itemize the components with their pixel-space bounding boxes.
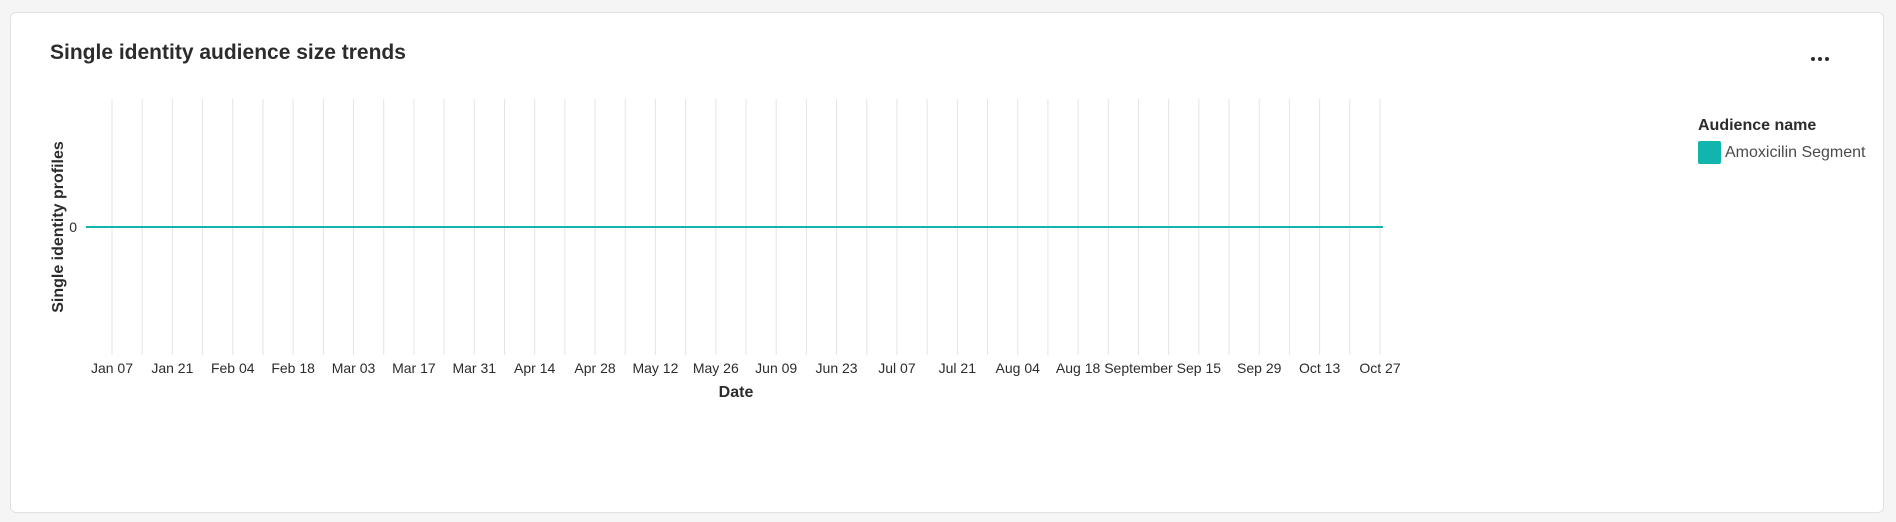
legend-item[interactable]: Amoxicilin Segment bbox=[1698, 141, 1866, 164]
more-horizontal-icon-dot bbox=[1825, 57, 1829, 61]
x-tick-label: Apr 28 bbox=[574, 360, 615, 376]
x-axis-title: Date bbox=[719, 384, 754, 401]
more-horizontal-icon bbox=[1811, 57, 1815, 61]
card-title: Single identity audience size trends bbox=[50, 41, 406, 64]
x-tick-label: Jun 09 bbox=[755, 360, 797, 376]
legend-title: Audience name bbox=[1698, 117, 1817, 134]
more-horizontal-icon-dot bbox=[1818, 57, 1822, 61]
y-axis-title: Single identity profiles bbox=[50, 141, 67, 313]
y-tick-label: 0 bbox=[69, 219, 77, 235]
line-chart: 0 Jan 07 Jan 21 Feb 04 Feb 18 Mar 03 Mar 17 Ma… bbox=[50, 99, 1401, 401]
x-tick-label: Feb 04 bbox=[211, 360, 255, 376]
x-tick-label: September bbox=[1104, 360, 1173, 376]
x-tick-label: May 26 bbox=[693, 360, 739, 376]
x-tick-label: Mar 03 bbox=[332, 360, 376, 376]
x-axis-ticks: Jan 07 Jan 21 Feb 04 Feb 18 Mar 03 Mar 17 Mar … bbox=[91, 360, 1401, 376]
x-tick-label: Apr 14 bbox=[514, 360, 555, 376]
x-tick-label: Jan 07 bbox=[91, 360, 133, 376]
legend: Audience name Amoxicilin Segment bbox=[1698, 117, 1866, 164]
x-tick-label: Mar 31 bbox=[452, 360, 496, 376]
x-tick-label: Jan 21 bbox=[151, 360, 193, 376]
x-tick-label: Oct 27 bbox=[1359, 360, 1400, 376]
x-tick-label: Jul 21 bbox=[939, 360, 977, 376]
more-options-button[interactable] bbox=[1805, 49, 1835, 69]
x-tick-label: Aug 18 bbox=[1056, 360, 1101, 376]
x-tick-label: Mar 17 bbox=[392, 360, 436, 376]
legend-label: Amoxicilin Segment bbox=[1725, 143, 1866, 161]
chart-card: Single identity audience size trends 0 J… bbox=[10, 12, 1884, 513]
x-tick-label: Aug 04 bbox=[996, 360, 1041, 376]
x-tick-label: Oct 13 bbox=[1299, 360, 1340, 376]
x-tick-label: Feb 18 bbox=[271, 360, 315, 376]
legend-swatch bbox=[1698, 141, 1721, 164]
x-tick-label: Sep 29 bbox=[1237, 360, 1282, 376]
y-axis-ticks: 0 bbox=[69, 219, 77, 235]
x-tick-label: Jul 07 bbox=[878, 360, 916, 376]
x-tick-label: Jun 23 bbox=[816, 360, 858, 376]
x-tick-label: May 12 bbox=[632, 360, 678, 376]
x-tick-label: Sep 15 bbox=[1177, 360, 1222, 376]
